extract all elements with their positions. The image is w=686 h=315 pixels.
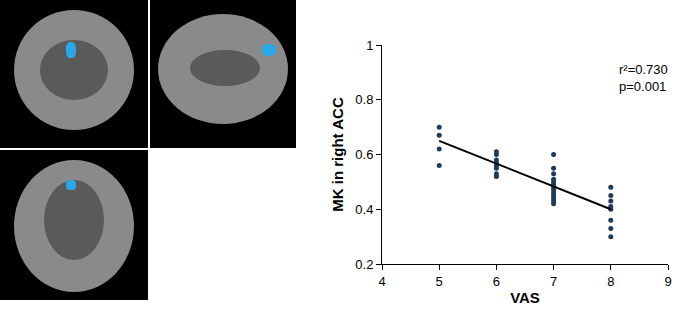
svg-text:0.8: 0.8 — [355, 92, 373, 107]
svg-text:r²=0.730p=0.001: r²=0.730p=0.001 — [619, 62, 668, 94]
svg-text:0.6: 0.6 — [355, 147, 373, 162]
svg-text:7: 7 — [550, 274, 557, 289]
svg-text:9: 9 — [664, 274, 671, 289]
svg-text:0.2: 0.2 — [355, 257, 373, 272]
svg-text:0.4: 0.4 — [355, 202, 373, 217]
svg-text:4: 4 — [378, 274, 385, 289]
svg-text:VAS: VAS — [510, 289, 540, 306]
svg-text:5: 5 — [436, 274, 443, 289]
svg-text:MK in right ACC: MK in right ACC — [329, 97, 346, 212]
svg-text:6: 6 — [493, 274, 500, 289]
svg-text:1: 1 — [366, 38, 373, 53]
svg-text:8: 8 — [607, 274, 614, 289]
